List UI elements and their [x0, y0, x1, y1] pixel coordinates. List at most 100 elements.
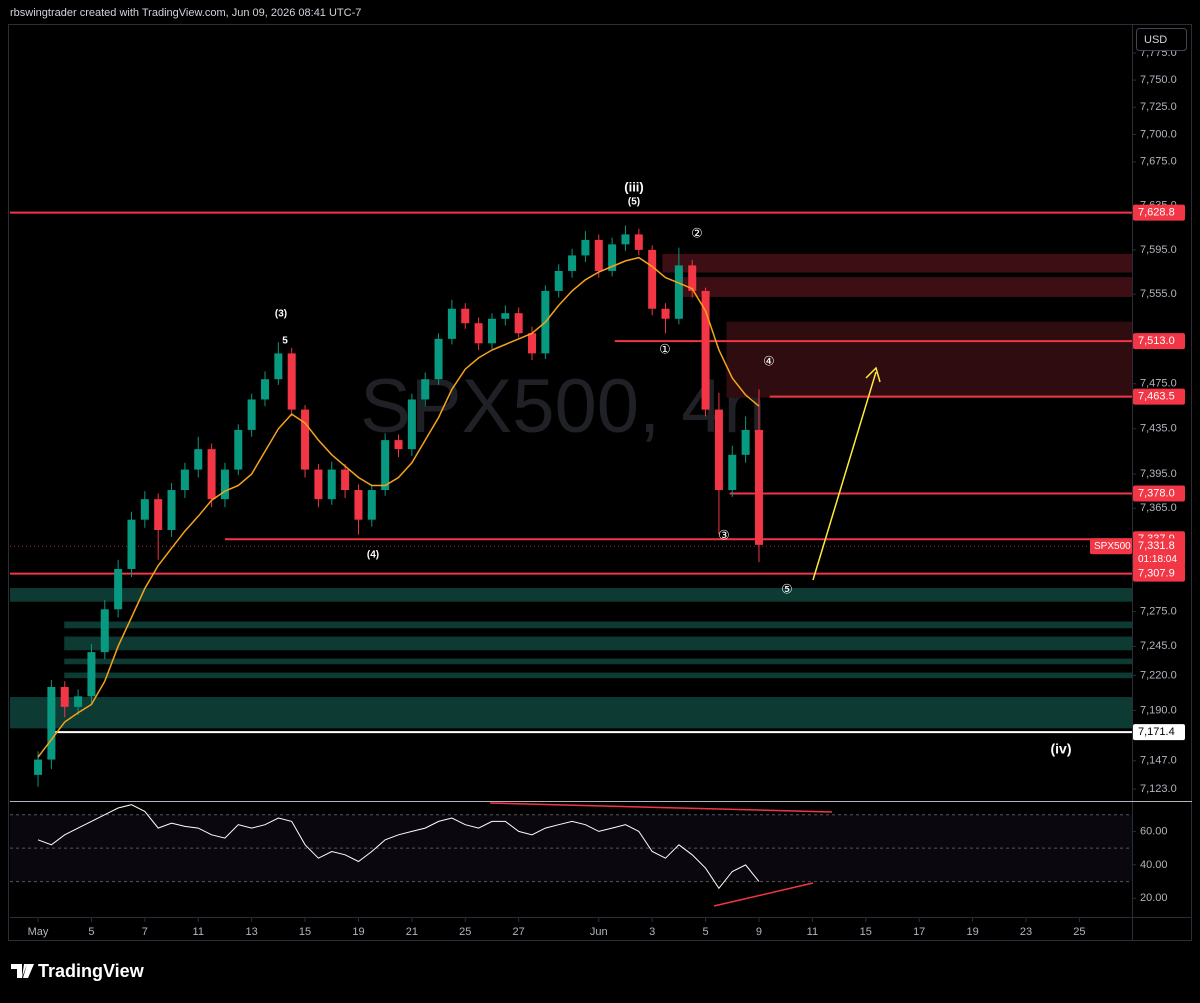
candle-body — [87, 652, 96, 697]
logo-mark — [11, 964, 34, 978]
candle-body — [47, 687, 56, 760]
symbol-label: SPX500 — [1094, 541, 1131, 552]
y-tick-label: 7,595.0 — [1140, 244, 1177, 256]
currency: USD — [1144, 34, 1167, 46]
candle-body — [367, 490, 376, 520]
rsi-tick-label: 40.00 — [1140, 859, 1168, 871]
candle-body — [594, 239, 603, 271]
candle-body — [754, 429, 763, 545]
logo: TradingView — [11, 961, 145, 981]
level-label: 7,171.4 — [1138, 726, 1175, 738]
x-tick-label: 3 — [649, 926, 655, 938]
projection-arrow — [812, 371, 877, 581]
zone — [64, 658, 1132, 665]
candle-body — [661, 308, 670, 319]
candle-body — [194, 449, 203, 470]
x-tick-label: 11 — [193, 926, 204, 938]
wave-label: (4) — [367, 550, 379, 561]
wave-label: ④ — [763, 355, 775, 370]
zone — [675, 277, 1132, 297]
y-tick-label: 7,365.0 — [1140, 502, 1177, 514]
x-tick-label: 7 — [142, 926, 148, 938]
last-price-box — [1133, 538, 1185, 568]
zone — [64, 621, 1132, 629]
level-label: 7,628.8 — [1138, 206, 1175, 218]
candle-body — [568, 255, 577, 271]
price-pane — [10, 211, 1132, 787]
wave-label: (5) — [628, 197, 640, 208]
y-tick-label: 7,700.0 — [1140, 128, 1177, 140]
candle-body — [234, 429, 243, 470]
y-tick-label: 7,275.0 — [1140, 606, 1177, 618]
x-tick-label: May — [28, 926, 49, 938]
candle-body — [354, 490, 363, 520]
y-tick-label: 7,245.0 — [1140, 640, 1177, 652]
candle-body — [474, 323, 483, 344]
x-tick-label: 15 — [860, 926, 872, 938]
candle-body — [501, 313, 510, 319]
candle-body — [247, 399, 256, 430]
wave-label: (iv) — [1051, 741, 1072, 757]
candle-body — [407, 399, 416, 450]
candle-body — [140, 499, 149, 520]
candle-body — [394, 440, 403, 450]
wave-label: ① — [659, 343, 671, 358]
x-tick-label: 19 — [352, 926, 364, 938]
x-tick-label: 27 — [513, 926, 525, 938]
candle-body — [514, 313, 523, 334]
x-tick-label: 5 — [703, 926, 709, 938]
candle-body — [487, 318, 496, 344]
y-tick-label: 7,475.0 — [1140, 378, 1177, 390]
candle-body — [180, 469, 189, 491]
candle-body — [714, 409, 723, 491]
candle-body — [688, 265, 697, 291]
y-tick-label: 7,750.0 — [1140, 74, 1177, 86]
countdown: 01:18:04 — [1138, 554, 1177, 565]
candle-body — [528, 333, 537, 354]
candle-body — [327, 469, 336, 500]
logo-text: TradingView — [38, 961, 145, 981]
wave-label: (3) — [275, 309, 287, 320]
zone — [10, 697, 1132, 729]
chart-frame — [8, 24, 1192, 941]
candle-body — [621, 234, 630, 245]
divergence-line — [489, 802, 833, 813]
candle-body — [434, 338, 443, 380]
x-tick-label: 5 — [88, 926, 94, 938]
candle-body — [154, 499, 163, 530]
wave-label: ⑤ — [781, 583, 793, 598]
candle-body — [608, 244, 617, 271]
wave-label: 5 — [282, 336, 288, 347]
level-label: 7,513.0 — [1138, 335, 1175, 347]
candle-body — [100, 609, 109, 653]
zone — [64, 636, 1132, 651]
candle-body — [261, 379, 269, 400]
level-label-box — [1133, 333, 1185, 350]
wave-label: ③ — [718, 529, 730, 544]
candle-body — [287, 353, 296, 410]
candle-body — [554, 270, 563, 291]
y-tick-label: 7,435.0 — [1140, 423, 1177, 435]
wave-label: (iii) — [624, 179, 644, 194]
rsi-line — [37, 804, 760, 890]
candle-body — [127, 519, 136, 569]
candle-body — [274, 353, 283, 380]
arrow-head — [865, 366, 881, 383]
y-tick-label: 7,123.0 — [1140, 783, 1177, 795]
x-tick-label: 25 — [459, 926, 471, 938]
y-tick-label: 7,190.0 — [1140, 704, 1177, 716]
level-label: 7,307.9 — [1138, 568, 1175, 580]
level-label: 7,378.0 — [1138, 487, 1175, 499]
level-label-box — [1133, 565, 1185, 582]
x-tick-label: 13 — [246, 926, 258, 938]
symbol-label-box — [1090, 538, 1132, 555]
wave-label: ② — [691, 227, 703, 242]
x-tick-label: Jun — [590, 926, 608, 938]
currency-box[interactable] — [1136, 28, 1187, 51]
x-tick-label: 9 — [756, 926, 762, 938]
candle-body — [701, 290, 710, 410]
zone — [726, 321, 1132, 398]
header: rbswingtrader created with TradingView.c… — [10, 7, 361, 19]
zone — [10, 588, 1132, 602]
